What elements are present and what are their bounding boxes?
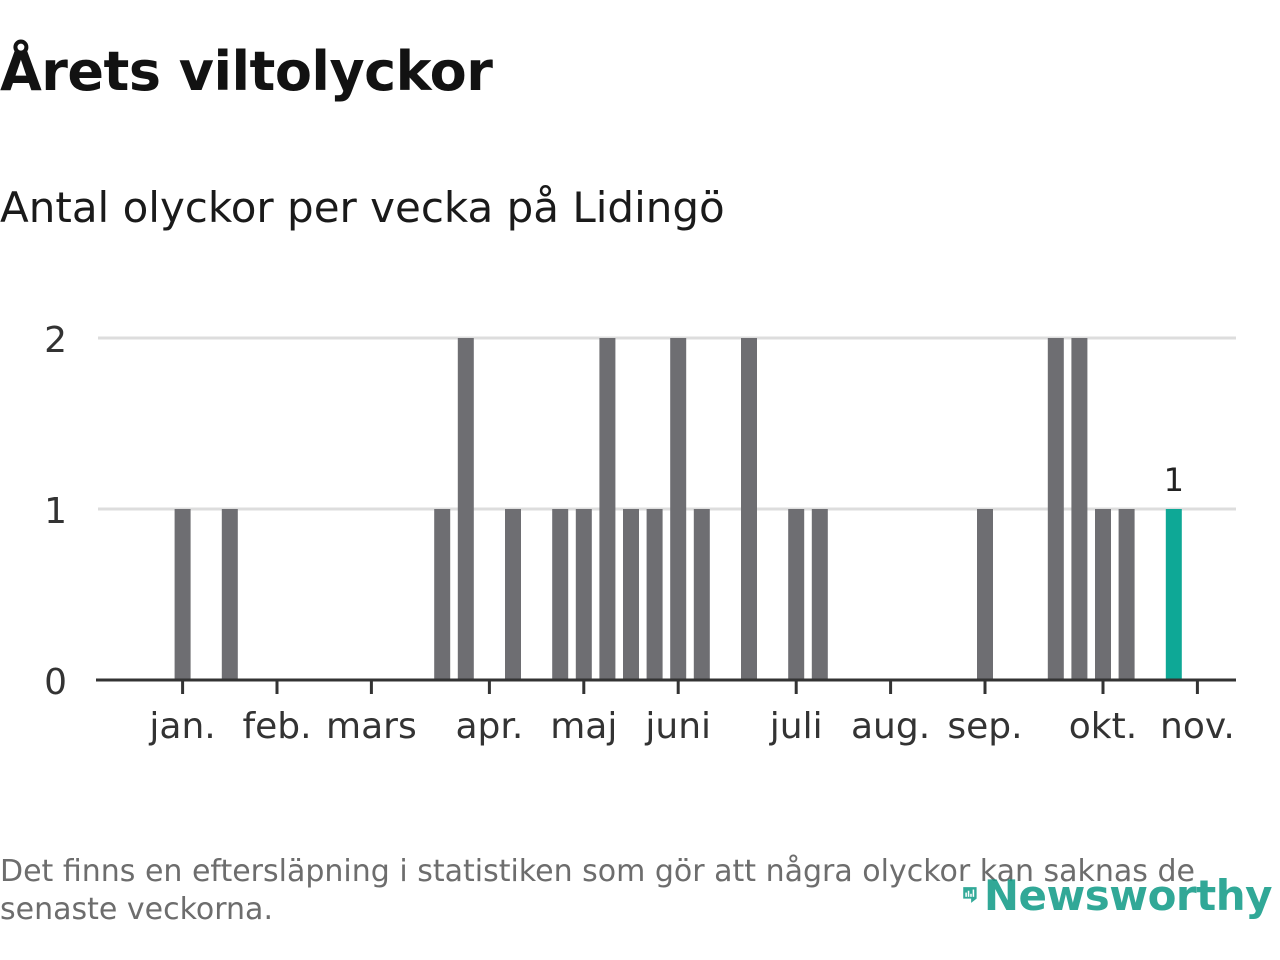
data-label: 1 (1164, 461, 1184, 499)
bar (646, 509, 663, 680)
bar (623, 509, 639, 680)
y-tick-label: 0 (44, 662, 67, 703)
bar (1071, 338, 1088, 680)
bar (1118, 509, 1135, 680)
footnote: Det finns en eftersläpning i statistiken… (0, 854, 1195, 927)
bar (505, 509, 521, 680)
bar (670, 338, 687, 680)
x-tick-label: jan. (148, 706, 215, 747)
x-tick-label: apr. (455, 706, 523, 747)
x-tick-label: juni (644, 706, 711, 747)
bar (811, 509, 828, 680)
y-axis-ticks: 0 1 2 (44, 320, 67, 703)
bar (552, 509, 569, 680)
bar (434, 509, 451, 680)
x-tick-label: maj (550, 706, 617, 747)
bar-highlight (1165, 509, 1182, 680)
bar (599, 338, 616, 680)
bars (174, 338, 1182, 680)
x-tick-label: mars (326, 706, 417, 747)
bar-chart: 0 1 2 jan. feb. mars apr. maj juni juli aug. sep. o… (44, 320, 1236, 747)
x-tick-label: feb. (242, 706, 311, 747)
bar (575, 509, 592, 680)
x-tick-label: okt. (1069, 706, 1137, 747)
bar (741, 338, 757, 680)
gridlines (98, 336, 1236, 511)
bar (977, 509, 993, 680)
bar (1047, 338, 1064, 680)
x-axis: jan. feb. mars apr. maj juni juli aug. sep. okt. n… (96, 678, 1236, 747)
logo-text: Newsworthy (983, 870, 1273, 920)
chart-title: Årets viltolyckor (0, 40, 493, 103)
x-tick-label: sep. (947, 706, 1022, 747)
y-tick-label: 2 (44, 320, 67, 361)
bar (457, 338, 474, 680)
newsworthy-logo-icon (963, 887, 977, 903)
x-tick-label: juli (769, 706, 823, 747)
bar (788, 509, 805, 680)
y-tick-label: 1 (44, 491, 67, 532)
chart-subtitle: Antal olyckor per vecka på Lidingö (0, 183, 725, 232)
data-labels: 1 (1164, 461, 1184, 499)
newsworthy-logo: Newsworthy (962, 862, 1273, 928)
bar (693, 509, 710, 680)
x-tick-label: nov. (1160, 706, 1235, 747)
bar (174, 509, 191, 680)
bar (1095, 509, 1111, 680)
bar (221, 509, 238, 680)
x-tick-label: aug. (851, 706, 930, 747)
